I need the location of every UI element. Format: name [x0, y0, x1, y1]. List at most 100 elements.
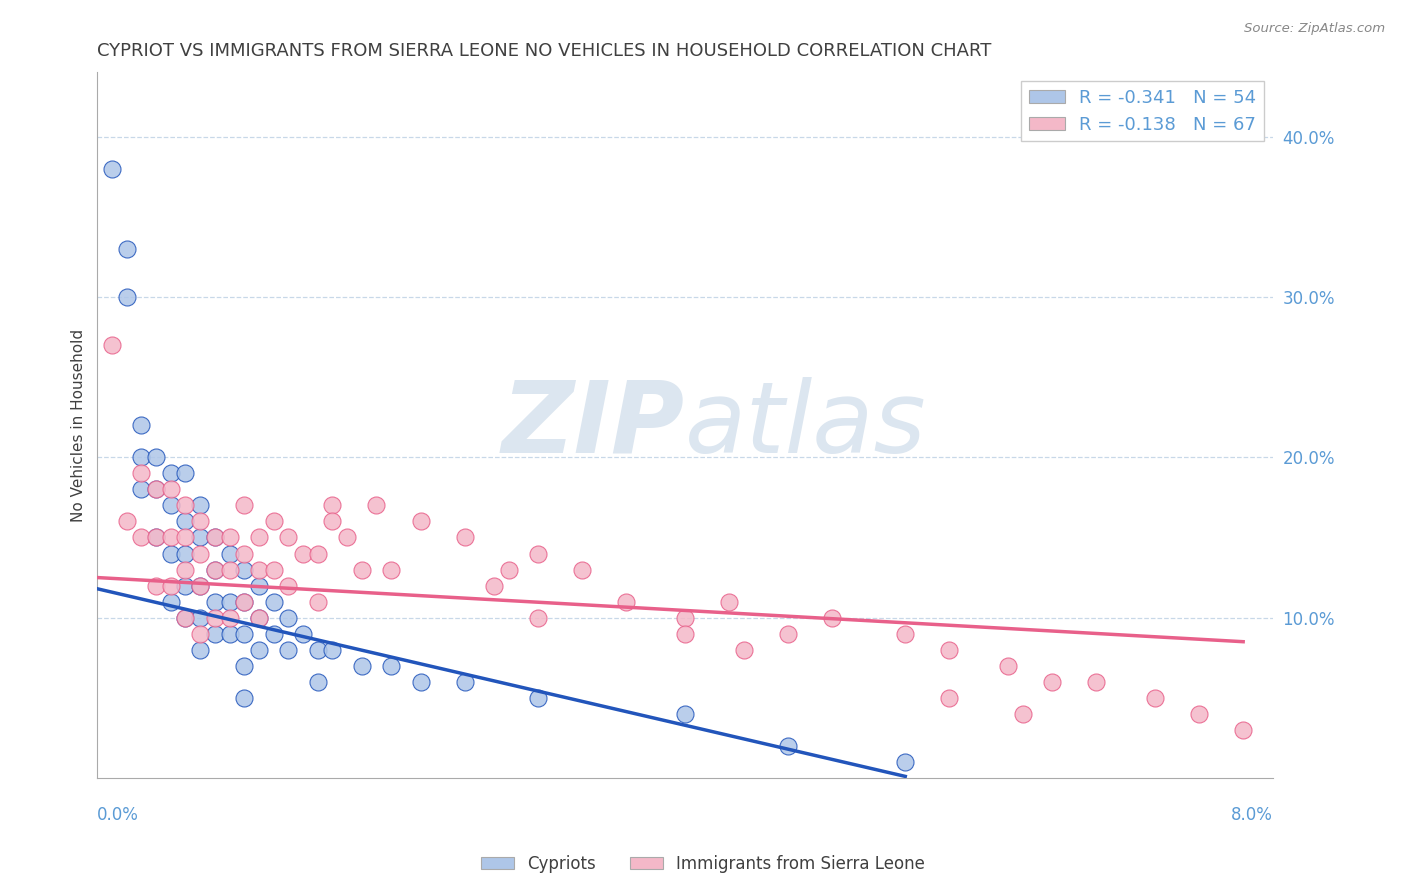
Point [1085, 674, 1108, 689]
Text: 8.0%: 8.0% [1230, 806, 1272, 824]
Point [188, 578, 211, 592]
Point [482, 578, 505, 592]
Point [1232, 723, 1254, 737]
Point [131, 418, 153, 433]
Point [204, 562, 226, 576]
Point [218, 562, 240, 576]
Point [307, 674, 329, 689]
Point [527, 610, 550, 624]
Point [174, 610, 197, 624]
Point [263, 562, 285, 576]
Point [159, 483, 181, 497]
Point [218, 531, 240, 545]
Point [174, 467, 197, 481]
Point [204, 562, 226, 576]
Point [277, 610, 299, 624]
Point [614, 594, 637, 608]
Point [204, 610, 226, 624]
Point [145, 483, 167, 497]
Legend: R = -0.341   N = 54, R = -0.138   N = 67: R = -0.341 N = 54, R = -0.138 N = 67 [1021, 81, 1264, 141]
Point [409, 674, 432, 689]
Point [174, 610, 197, 624]
Point [204, 626, 226, 640]
Point [233, 626, 256, 640]
Point [174, 531, 197, 545]
Point [292, 547, 315, 561]
Point [307, 594, 329, 608]
Point [336, 531, 359, 545]
Point [188, 642, 211, 657]
Point [145, 531, 167, 545]
Point [218, 626, 240, 640]
Point [233, 658, 256, 673]
Point [131, 483, 153, 497]
Point [188, 499, 211, 513]
Legend: Cypriots, Immigrants from Sierra Leone: Cypriots, Immigrants from Sierra Leone [474, 848, 932, 880]
Point [453, 531, 475, 545]
Point [145, 483, 167, 497]
Point [115, 242, 138, 256]
Point [174, 562, 197, 576]
Text: 0.0%: 0.0% [97, 806, 139, 824]
Point [673, 626, 696, 640]
Point [938, 642, 960, 657]
Text: ZIP: ZIP [502, 376, 685, 474]
Point [159, 531, 181, 545]
Point [188, 626, 211, 640]
Point [174, 499, 197, 513]
Point [131, 450, 153, 465]
Point [894, 755, 917, 769]
Point [101, 338, 124, 352]
Point [380, 562, 402, 576]
Point [894, 626, 917, 640]
Point [233, 499, 256, 513]
Point [821, 610, 844, 624]
Point [247, 562, 270, 576]
Point [498, 562, 520, 576]
Point [247, 531, 270, 545]
Text: atlas: atlas [685, 376, 927, 474]
Point [204, 531, 226, 545]
Text: CYPRIOT VS IMMIGRANTS FROM SIERRA LEONE NO VEHICLES IN HOUSEHOLD CORRELATION CHA: CYPRIOT VS IMMIGRANTS FROM SIERRA LEONE … [97, 42, 991, 60]
Point [204, 531, 226, 545]
Point [307, 642, 329, 657]
Point [307, 547, 329, 561]
Point [159, 499, 181, 513]
Point [263, 515, 285, 529]
Point [247, 610, 270, 624]
Point [733, 642, 755, 657]
Point [174, 547, 197, 561]
Point [776, 739, 799, 753]
Point [571, 562, 593, 576]
Point [527, 547, 550, 561]
Point [321, 642, 343, 657]
Point [188, 610, 211, 624]
Point [366, 499, 388, 513]
Point [1011, 706, 1033, 721]
Point [263, 626, 285, 640]
Point [247, 642, 270, 657]
Point [233, 594, 256, 608]
Point [1188, 706, 1211, 721]
Point [527, 690, 550, 705]
Point [233, 562, 256, 576]
Point [1143, 690, 1166, 705]
Point [938, 690, 960, 705]
Point [277, 531, 299, 545]
Point [233, 594, 256, 608]
Point [997, 658, 1019, 673]
Point [263, 594, 285, 608]
Point [776, 626, 799, 640]
Text: Source: ZipAtlas.com: Source: ZipAtlas.com [1244, 22, 1385, 36]
Point [145, 531, 167, 545]
Point [174, 578, 197, 592]
Point [188, 515, 211, 529]
Point [277, 642, 299, 657]
Point [673, 706, 696, 721]
Point [159, 578, 181, 592]
Point [131, 531, 153, 545]
Point [218, 610, 240, 624]
Point [204, 594, 226, 608]
Point [1040, 674, 1063, 689]
Point [718, 594, 741, 608]
